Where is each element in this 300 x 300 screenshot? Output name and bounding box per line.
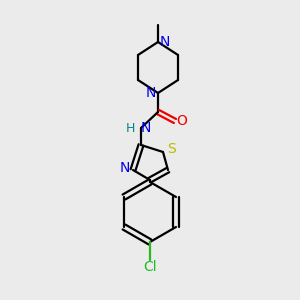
Text: N: N — [120, 161, 130, 175]
Text: N: N — [141, 121, 151, 135]
Text: O: O — [177, 114, 188, 128]
Text: N: N — [146, 86, 156, 100]
Text: S: S — [167, 142, 176, 156]
Text: Cl: Cl — [143, 260, 157, 274]
Text: H: H — [125, 122, 135, 134]
Text: N: N — [160, 35, 170, 49]
